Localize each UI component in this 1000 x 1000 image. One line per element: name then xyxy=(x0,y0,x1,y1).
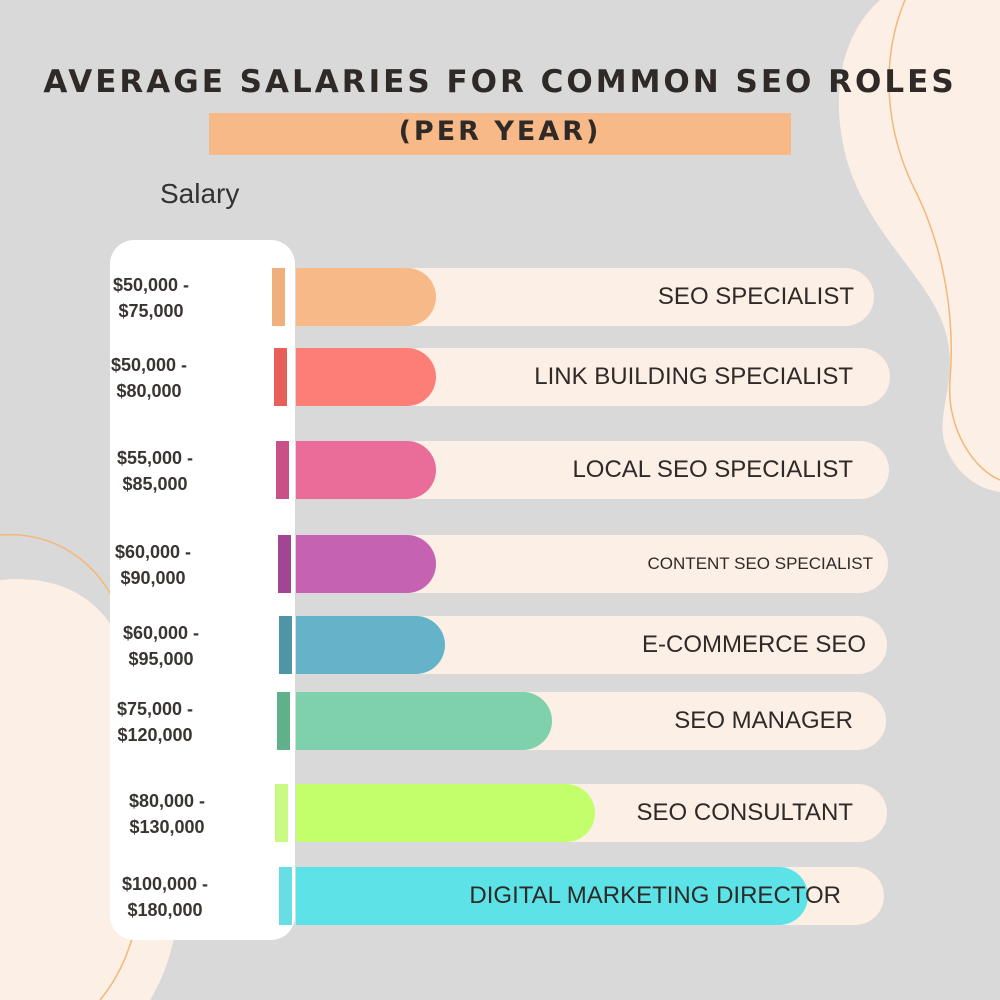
range-low: $60,000 - xyxy=(122,623,200,643)
salary-range-label: $80,000 - $130,000 xyxy=(92,788,242,840)
range-high: $120,000 xyxy=(117,725,193,745)
bar-marker xyxy=(279,616,292,674)
role-label: SEO SPECIALIST xyxy=(657,283,854,310)
bar-marker xyxy=(276,441,289,499)
subtitle-band xyxy=(209,113,791,155)
range-high: $180,000 xyxy=(127,900,203,920)
role-label: E-COMMERCE SEO xyxy=(641,631,866,658)
role-label: DIGITAL MARKETING DIRECTOR xyxy=(469,882,841,909)
salary-range-label: $75,000 - $120,000 xyxy=(80,696,230,748)
top-right-curve-line xyxy=(888,0,1000,481)
range-low: $50,000 - xyxy=(110,355,188,375)
role-label: SEO CONSULTANT xyxy=(636,799,853,826)
salary-bar xyxy=(296,441,436,499)
range-low: $55,000 - xyxy=(116,448,194,468)
salary-range-label: $100,000 - $180,000 xyxy=(90,871,240,923)
salary-bar xyxy=(296,867,808,925)
role-label: LOCAL SEO SPECIALIST xyxy=(572,456,853,483)
salary-range-label: $55,000 - $85,000 xyxy=(80,445,230,497)
range-high: $90,000 xyxy=(120,568,186,588)
bar-marker xyxy=(279,867,292,925)
bar-marker xyxy=(277,692,290,750)
range-low: $80,000 - xyxy=(128,791,206,811)
range-high: $95,000 xyxy=(128,649,194,669)
bar-marker xyxy=(272,268,285,326)
salary-bar xyxy=(296,784,595,842)
salary-range-label: $60,000 - $90,000 xyxy=(78,539,228,591)
y-axis-label: Salary xyxy=(160,178,240,209)
salary-bar xyxy=(296,692,552,750)
salary-bar xyxy=(296,348,436,406)
range-low: $60,000 - xyxy=(114,542,192,562)
salary-bar xyxy=(296,535,436,593)
salary-panel xyxy=(110,240,295,940)
range-low: $75,000 - xyxy=(116,699,194,719)
salary-bar xyxy=(296,616,446,674)
chart-subtitle: (PER YEAR) xyxy=(398,116,602,147)
chart-title: AVERAGE SALARIES FOR COMMON SEO ROLES xyxy=(43,64,957,100)
range-high: $130,000 xyxy=(129,817,205,837)
role-label: SEO MANAGER xyxy=(674,707,853,734)
top-right-blob xyxy=(838,0,1000,492)
bar-marker xyxy=(275,784,288,842)
role-label: LINK BUILDING SPECIALIST xyxy=(534,363,853,390)
role-label: CONTENT SEO SPECIALIST xyxy=(647,554,873,573)
bar-marker xyxy=(274,348,287,406)
salary-range-label: $60,000 - $95,000 xyxy=(86,620,236,672)
bar-marker xyxy=(278,535,291,593)
range-low: $100,000 - xyxy=(121,874,209,894)
range-high: $75,000 xyxy=(118,301,184,321)
salary-bar xyxy=(296,268,436,326)
salary-range-label: $50,000 - $75,000 xyxy=(76,272,226,324)
range-high: $85,000 xyxy=(122,474,188,494)
salary-range-label: $50,000 - $80,000 xyxy=(74,352,224,404)
range-high: $80,000 xyxy=(116,381,182,401)
range-low: $50,000 - xyxy=(112,275,190,295)
